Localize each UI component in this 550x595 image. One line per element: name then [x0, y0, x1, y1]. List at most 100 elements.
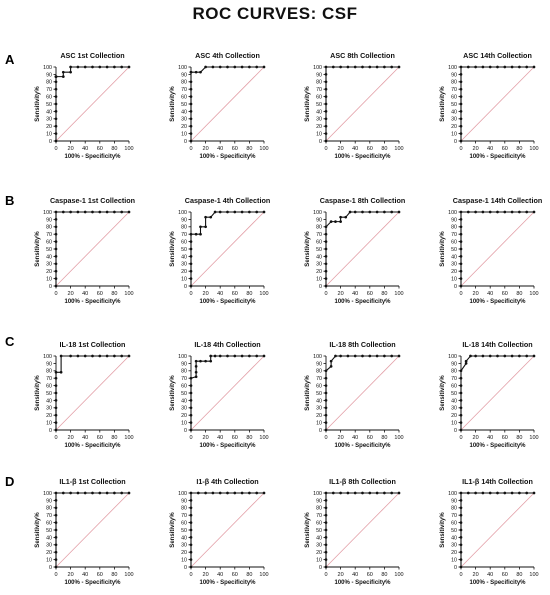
x-tick-label: 100 — [259, 572, 268, 578]
roc-point — [54, 536, 58, 539]
roc-point — [481, 65, 485, 69]
y-tick-label: 0 — [319, 139, 322, 145]
roc-point — [459, 87, 463, 91]
y-tick-label: 70 — [316, 376, 322, 382]
roc-point — [54, 225, 58, 229]
roc-point — [105, 491, 109, 495]
y-tick-label: 60 — [451, 384, 457, 390]
roc-point — [464, 362, 468, 365]
x-tick-label: 40 — [487, 572, 493, 578]
roc-point — [329, 220, 333, 223]
roc-point — [324, 73, 328, 76]
roc-point — [459, 65, 463, 69]
y-tick-label: 100 — [313, 65, 322, 71]
roc-point — [488, 65, 492, 69]
roc-point — [331, 65, 335, 69]
roc-point — [54, 210, 58, 214]
panel-title: I1-β 4th Collection — [196, 477, 258, 486]
y-tick-label: 10 — [451, 132, 457, 138]
y-tick-label: 60 — [181, 240, 187, 246]
roc-point — [324, 65, 328, 69]
x-tick-label: 100 — [394, 572, 403, 578]
y-tick-label: 20 — [316, 269, 322, 275]
roc-point — [189, 565, 193, 569]
roc-point — [213, 354, 217, 358]
y-tick-label: 0 — [49, 139, 52, 145]
y-tick-label: 70 — [181, 232, 187, 238]
roc-point — [54, 499, 58, 502]
roc-point — [127, 65, 131, 69]
roc-point — [226, 210, 229, 214]
x-tick-label: 60 — [232, 146, 238, 152]
roc-point — [368, 354, 372, 358]
x-tick-label: 40 — [217, 146, 223, 152]
y-tick-label: 0 — [319, 565, 322, 571]
roc-point — [510, 354, 514, 358]
roc-point — [54, 370, 58, 374]
roc-point — [189, 240, 193, 243]
roc-point — [459, 499, 463, 502]
y-tick-label: 90 — [451, 217, 457, 223]
panel-title: IL1-β 14th Collection — [462, 477, 533, 486]
roc-point — [324, 232, 328, 236]
roc-point — [209, 359, 213, 363]
roc-point — [226, 65, 229, 69]
panel-letter-a: A — [5, 52, 15, 67]
x-tick-label: 100 — [124, 146, 133, 152]
x-tick-label: 80 — [381, 435, 387, 441]
roc-point — [368, 210, 372, 214]
x-tick-label: 60 — [502, 435, 508, 441]
roc-point — [375, 491, 379, 495]
x-tick-label: 100 — [124, 572, 133, 578]
y-tick-label: 30 — [46, 543, 52, 549]
x-tick-label: 20 — [338, 572, 344, 578]
y-tick-label: 10 — [181, 421, 187, 427]
y-tick-label: 60 — [46, 521, 52, 527]
roc-point — [459, 550, 463, 554]
x-tick-label: 80 — [516, 291, 522, 297]
roc-point — [459, 391, 463, 395]
reference-line — [460, 492, 535, 568]
y-tick-label: 30 — [316, 543, 322, 549]
y-tick-label: 30 — [316, 406, 322, 412]
roc-point — [459, 413, 463, 417]
roc-point — [525, 354, 529, 358]
roc-point — [375, 65, 379, 69]
y-tick-label: 60 — [46, 384, 52, 390]
x-tick-label: 60 — [367, 146, 373, 152]
y-tick-label: 50 — [451, 102, 457, 108]
x-axis-label: 100% - Specificity% — [64, 299, 121, 305]
y-axis-label: Sensitivity% — [170, 231, 176, 267]
x-tick-label: 0 — [459, 572, 462, 578]
roc-point — [334, 220, 337, 223]
roc-point — [324, 262, 328, 266]
y-tick-label: 80 — [181, 80, 187, 86]
roc-point — [324, 521, 328, 524]
y-tick-label: 0 — [184, 139, 187, 145]
y-tick-label: 60 — [181, 95, 187, 101]
roc-point — [189, 499, 193, 502]
roc-point — [324, 543, 328, 547]
roc-point — [459, 384, 463, 387]
roc-point — [211, 65, 215, 69]
roc-point — [54, 550, 58, 554]
panel-title: ASC 1st Collection — [60, 51, 124, 60]
y-tick-label: 50 — [181, 391, 187, 397]
roc-point — [54, 255, 58, 258]
y-tick-label: 20 — [451, 269, 457, 275]
y-tick-label: 10 — [46, 558, 52, 564]
x-tick-label: 0 — [189, 572, 192, 578]
x-tick-label: 40 — [217, 572, 223, 578]
roc-point — [459, 210, 463, 214]
roc-point — [466, 210, 470, 214]
y-tick-label: 30 — [46, 262, 52, 268]
roc-point — [189, 247, 193, 251]
y-tick-label: 100 — [448, 65, 457, 71]
x-axis-label: 100% - Specificity% — [334, 299, 391, 305]
y-tick-label: 20 — [451, 124, 457, 130]
roc-point — [324, 376, 328, 380]
y-axis-label: Sensitivity% — [170, 86, 176, 122]
reference-line — [190, 211, 265, 287]
